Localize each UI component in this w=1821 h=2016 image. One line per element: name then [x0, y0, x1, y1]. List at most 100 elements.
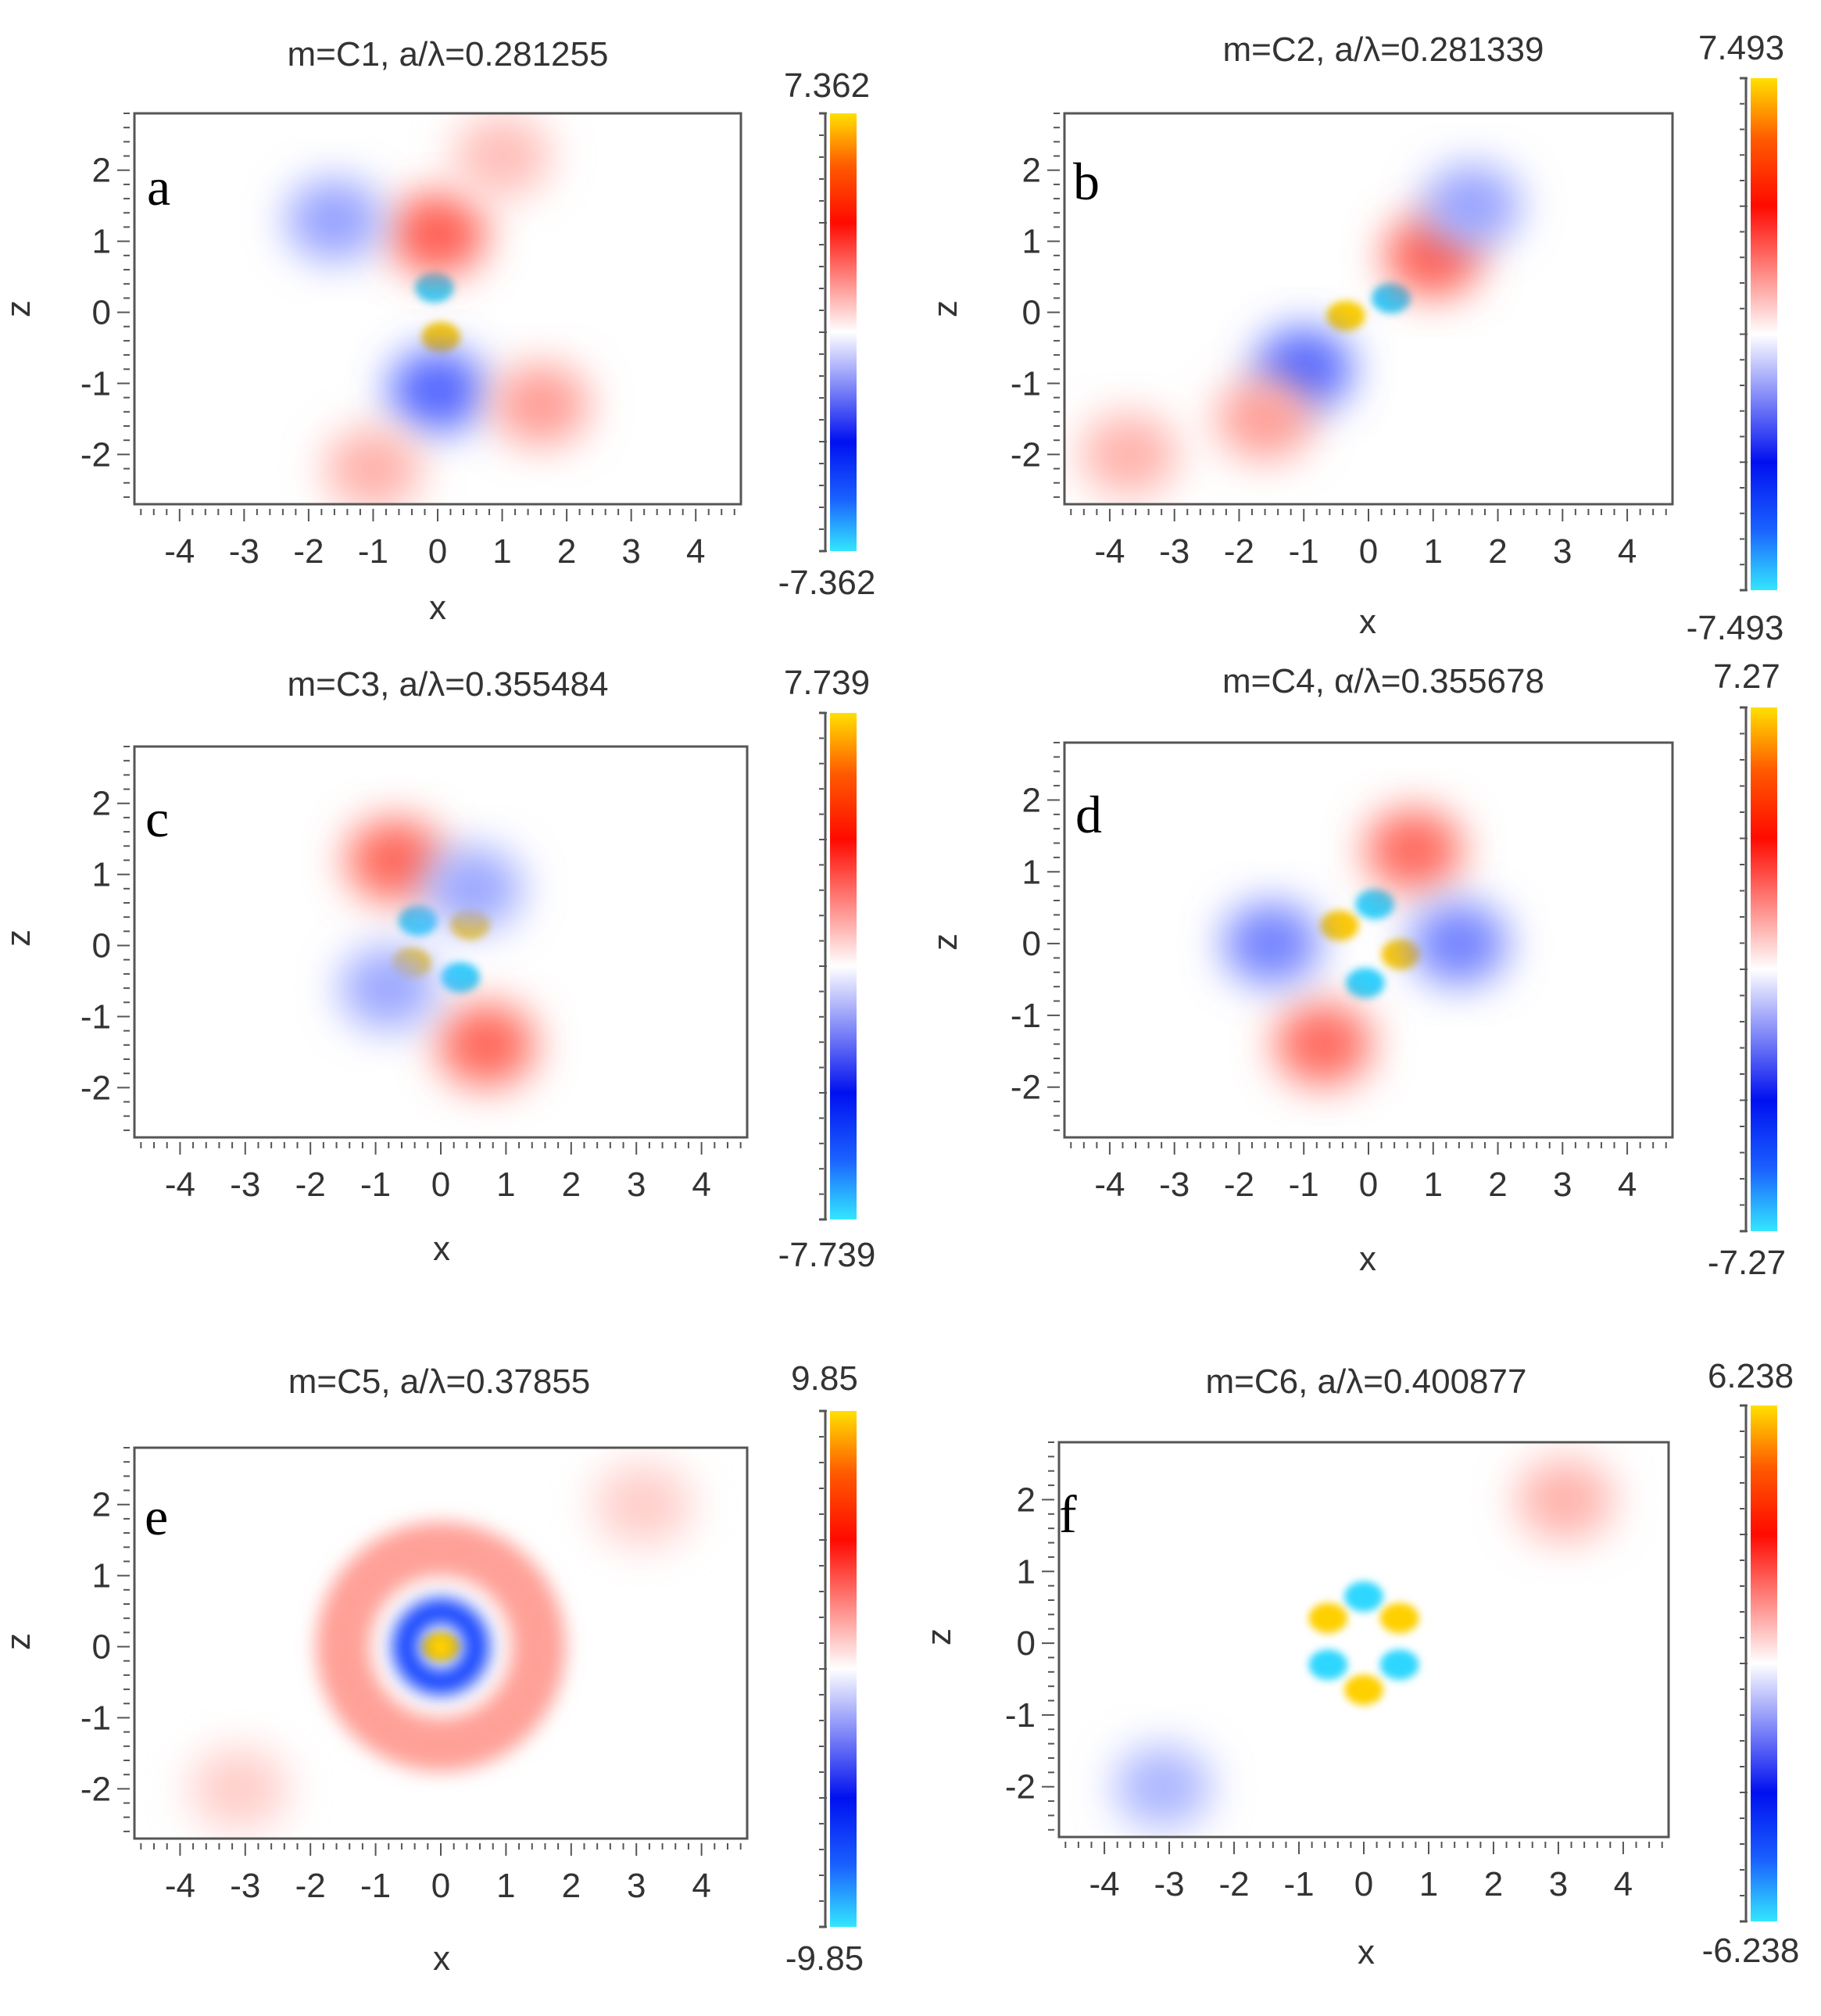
field-lobe [1346, 968, 1385, 998]
y-tick-label: 1 [1022, 223, 1041, 261]
x-axis: -4 -3 -2 -1 0 1 2 3 4 [1064, 1842, 1663, 1903]
heatmap [286, 114, 589, 504]
x-tick-label: -1 [358, 532, 388, 571]
x-axis-label: x [1359, 1240, 1376, 1278]
panel-letter: e [145, 1487, 168, 1546]
x-tick-label: 3 [627, 1867, 646, 1905]
field-blob [1516, 1458, 1614, 1542]
y-tick-label: -1 [1011, 364, 1041, 403]
y-axis: 2 1 0 -1 -2 [80, 113, 130, 498]
x-tick-label: -1 [360, 1166, 391, 1204]
field-lobe [1344, 1581, 1383, 1612]
x-tick-label: 2 [562, 1867, 581, 1905]
field-blob [1274, 1002, 1372, 1086]
field-lobe [398, 905, 438, 936]
x-tick-label: 0 [1354, 1865, 1373, 1903]
colorbar-max-label: 6.238 [1708, 1357, 1794, 1395]
x-tick-label: -4 [1094, 1166, 1125, 1204]
x-tick-label: -1 [1283, 1865, 1314, 1903]
x-tick-label: 2 [1488, 532, 1507, 571]
y-tick-label: -2 [1005, 1768, 1036, 1807]
panel-title: m=C2, a/λ=0.281339 [1223, 30, 1544, 69]
y-axis-label: z [920, 1628, 958, 1645]
colorbar-min-label: -9.85 [785, 1939, 864, 1978]
x-tick-label: 4 [1618, 1166, 1637, 1204]
field-lobe [1308, 1602, 1348, 1634]
plot-border [133, 1446, 749, 1840]
field-lobe [441, 961, 481, 993]
x-tick-label: 0 [428, 532, 447, 571]
x-tick-label: -4 [165, 1166, 195, 1204]
x-tick-label: -3 [229, 532, 259, 571]
x-tick-label: 0 [1359, 532, 1378, 571]
y-axis-label: z [926, 300, 964, 317]
panel-d: m=C4, α/λ=0.355678 d -4 -3 -2 -1 0 1 2 3 4 x 2 1 0… [926, 657, 1786, 1282]
field-blob [346, 818, 445, 902]
y-tick-label: 0 [1017, 1624, 1036, 1663]
x-tick-label: 2 [1484, 1865, 1503, 1903]
x-tick-label: 3 [627, 1166, 646, 1204]
x-axis-label: x [429, 589, 446, 627]
y-tick-label: -1 [80, 997, 111, 1036]
field-lobe [420, 1631, 461, 1663]
field-lobe [1319, 910, 1359, 941]
x-tick-label: -3 [1159, 1166, 1190, 1204]
colorbar-min-label: -7.739 [778, 1236, 876, 1274]
x-tick-label: 4 [692, 1867, 710, 1905]
panel-title: m=C5, a/λ=0.37855 [288, 1363, 590, 1401]
field-lobe [421, 322, 460, 353]
x-tick-label: 3 [1553, 1166, 1572, 1204]
x-tick-label: -4 [164, 532, 195, 571]
x-axis-label: x [433, 1230, 450, 1268]
y-tick-label: -2 [1011, 1069, 1041, 1107]
y-axis: 2 1 0 -1 -2 [1005, 1441, 1054, 1831]
field-lobe [1326, 300, 1365, 331]
y-axis-label: z [0, 1633, 38, 1650]
x-tick-label: 4 [1618, 532, 1637, 571]
panel-letter: d [1075, 785, 1102, 844]
x-tick-label: -4 [165, 1867, 195, 1905]
x-tick-label: 1 [1424, 1166, 1443, 1204]
colorbar [830, 113, 857, 551]
field-lobe [1372, 282, 1411, 313]
x-tick-label: 0 [431, 1867, 450, 1905]
colorbar-min-label: -6.238 [1702, 1932, 1800, 1970]
field-blob [453, 114, 551, 198]
x-tick-label: -2 [1224, 532, 1254, 571]
panel-title: m=C4, α/λ=0.355678 [1222, 662, 1544, 700]
x-tick-label: -2 [293, 532, 324, 571]
plot-frame [1063, 741, 1674, 1139]
panel-letter: b [1073, 152, 1100, 211]
x-tick-label: -2 [1218, 1865, 1249, 1903]
y-tick-label: 1 [92, 223, 111, 261]
colorbar-max-label: 7.27 [1713, 657, 1780, 696]
field-lobe [1344, 1674, 1383, 1706]
panel-letter: f [1059, 1484, 1077, 1544]
y-axis: 2 1 0 -1 -2 [80, 1447, 130, 1832]
field-blob [1222, 902, 1320, 985]
colorbar-max-label: 7.362 [784, 66, 870, 105]
x-axis: -4 -3 -2 -1 0 1 2 3 4 [140, 1142, 742, 1204]
x-tick-label: -3 [230, 1166, 260, 1204]
x-tick-label: 4 [686, 532, 705, 571]
x-tick-label: -1 [1289, 532, 1319, 571]
x-tick-label: -4 [1089, 1865, 1120, 1903]
field-blob [339, 946, 438, 1030]
colorbar-max-label: 9.85 [791, 1359, 858, 1398]
y-tick-label: 2 [92, 1486, 111, 1524]
heatmap [1114, 1458, 1614, 1828]
colorbar-max-label: 7.739 [784, 664, 870, 702]
field-blob [389, 192, 486, 276]
x-tick-label: -1 [1289, 1166, 1319, 1204]
y-tick-label: 0 [1022, 294, 1041, 332]
plot-frame [133, 112, 742, 506]
field-blob [1216, 378, 1314, 460]
y-tick-label: 0 [92, 1628, 111, 1667]
y-tick-label: 0 [92, 294, 111, 332]
y-tick-label: 2 [92, 152, 111, 190]
y-tick-label: -1 [1011, 997, 1041, 1035]
field-blob [1080, 413, 1178, 496]
field-lobe [415, 272, 454, 303]
field-blob [1410, 902, 1508, 985]
x-tick-label: 0 [431, 1166, 450, 1204]
